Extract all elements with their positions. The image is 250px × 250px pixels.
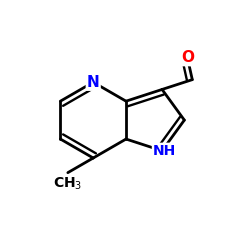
Text: N: N — [87, 75, 100, 90]
Text: O: O — [181, 50, 194, 65]
Text: NH: NH — [153, 144, 176, 158]
Text: CH$_3$: CH$_3$ — [53, 175, 82, 192]
